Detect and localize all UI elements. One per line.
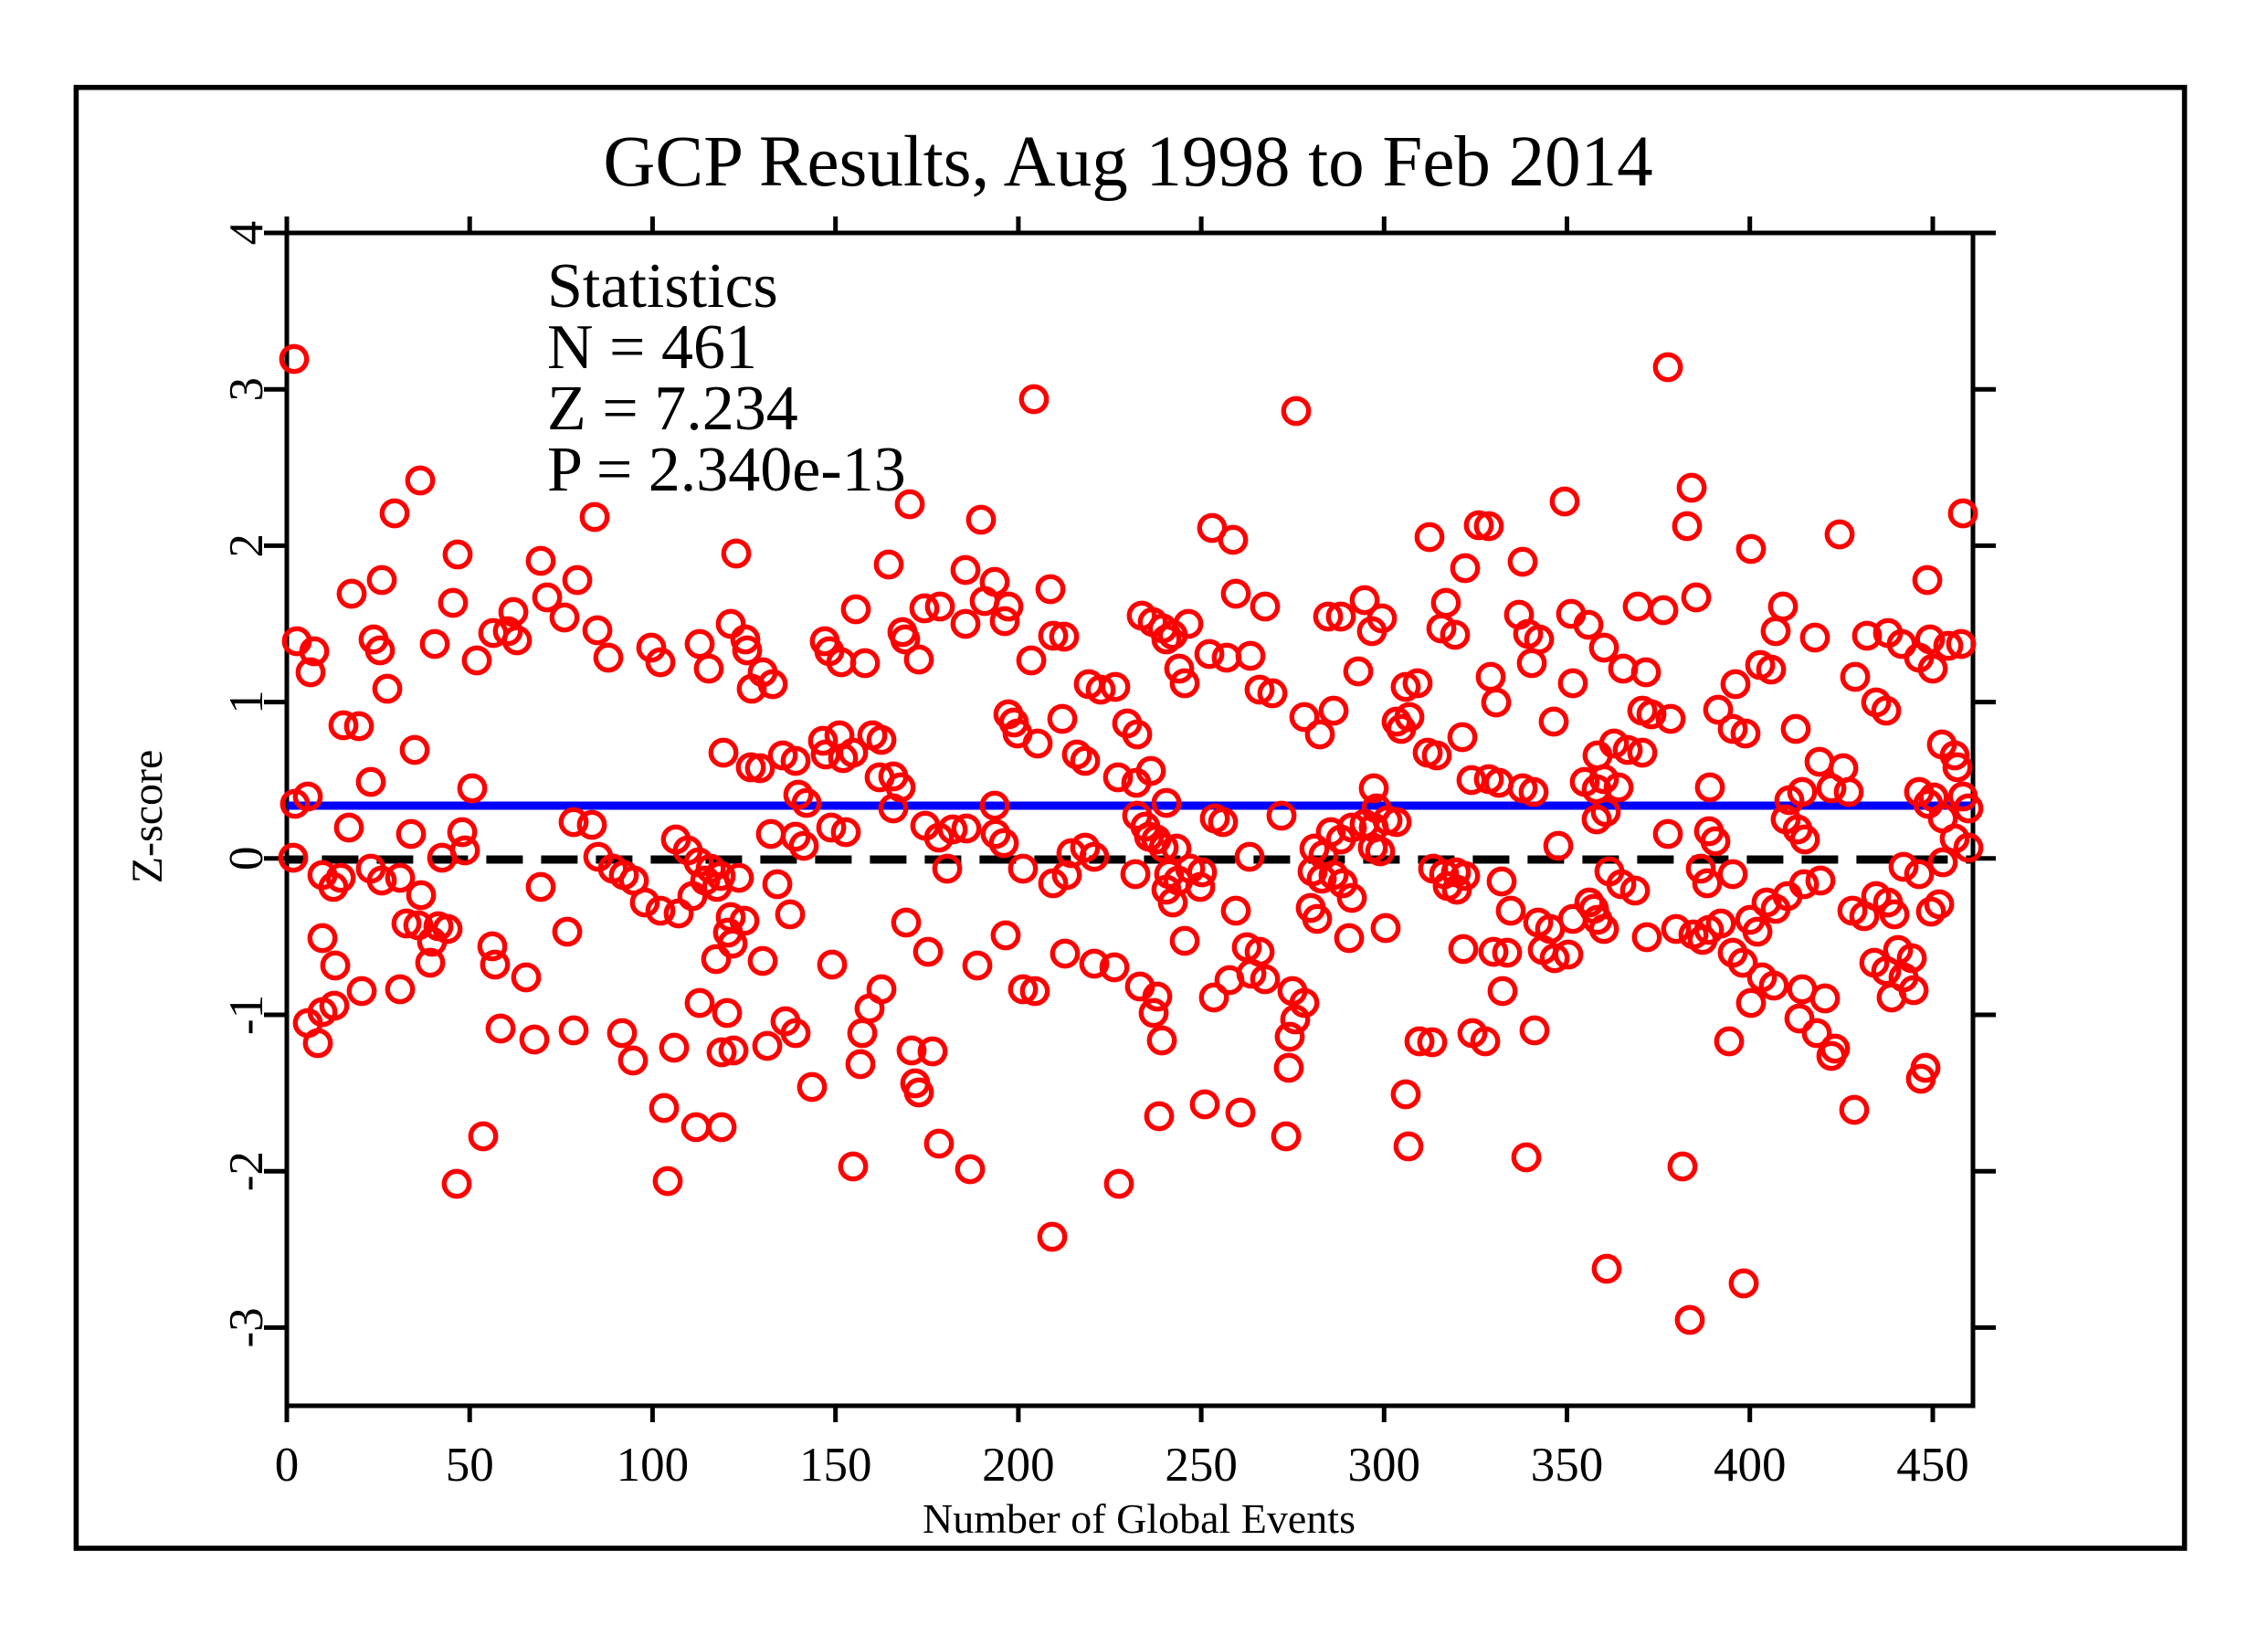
svg-text:2: 2: [220, 533, 273, 558]
svg-text:300: 300: [1348, 1439, 1421, 1492]
svg-text:200: 200: [982, 1439, 1055, 1492]
svg-text:-3: -3: [220, 1307, 273, 1347]
svg-text:50: 50: [446, 1439, 494, 1492]
svg-text:GCP Results, Aug 1998 to Feb 2: GCP Results, Aug 1998 to Feb 2014: [603, 122, 1652, 202]
svg-text:4: 4: [220, 221, 273, 246]
svg-text:450: 450: [1896, 1439, 1969, 1492]
svg-text:Number of Global Events: Number of Global Events: [923, 1495, 1356, 1542]
svg-text:-2: -2: [220, 1151, 273, 1191]
svg-text:Z-score: Z-score: [123, 750, 172, 884]
svg-text:3: 3: [220, 377, 273, 402]
svg-text:1: 1: [220, 690, 273, 714]
svg-text:150: 150: [799, 1439, 872, 1492]
svg-text:0: 0: [275, 1439, 300, 1492]
svg-text:P = 2.340e-13: P = 2.340e-13: [547, 435, 906, 505]
svg-text:250: 250: [1165, 1439, 1238, 1492]
svg-text:100: 100: [617, 1439, 690, 1492]
svg-text:400: 400: [1714, 1439, 1787, 1492]
svg-text:Statistics: Statistics: [547, 251, 778, 322]
svg-text:-1: -1: [220, 995, 273, 1035]
svg-text:Z = 7.234: Z = 7.234: [547, 374, 798, 444]
svg-text:N = 461: N = 461: [547, 312, 757, 383]
svg-text:0: 0: [220, 847, 273, 871]
svg-text:350: 350: [1531, 1439, 1604, 1492]
